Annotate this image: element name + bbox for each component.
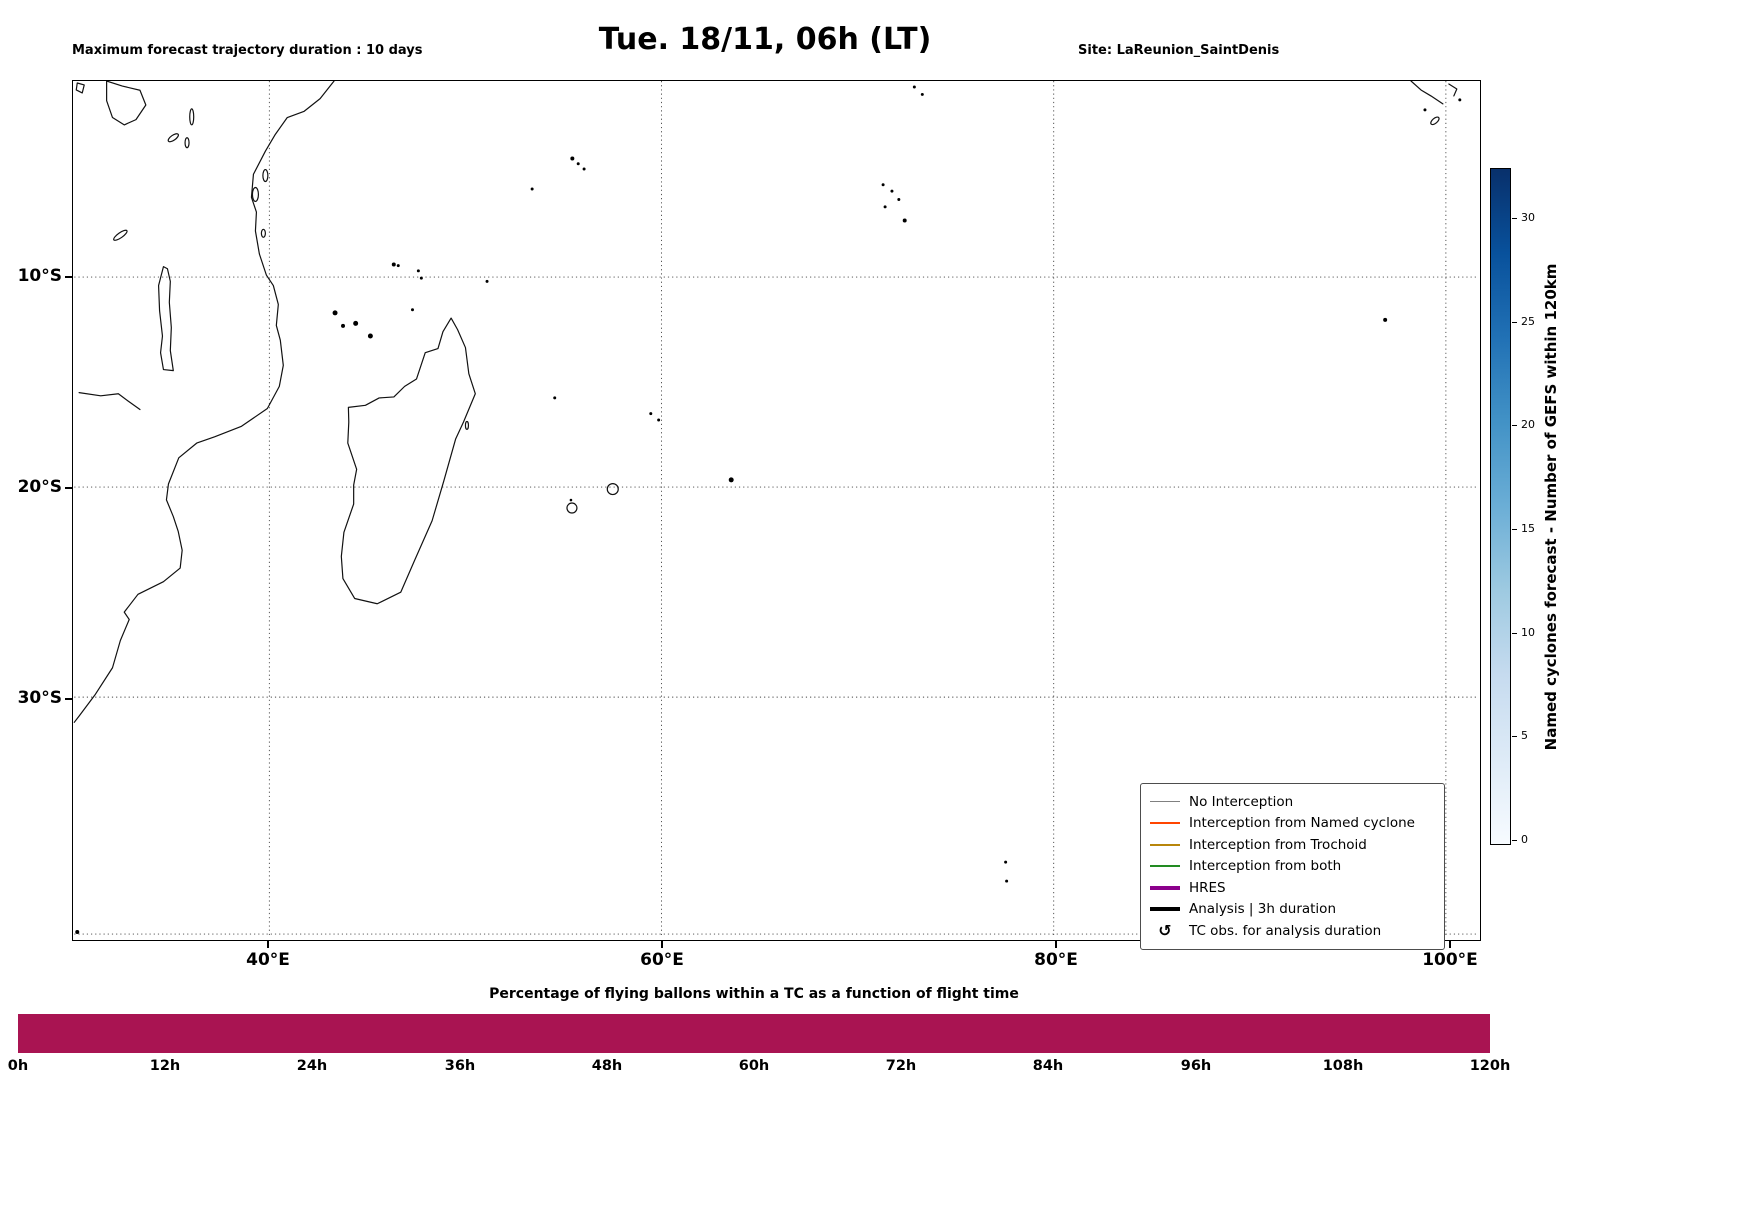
colorbar-tick-20: 20 [1521,418,1535,431]
lake-manyara [184,137,190,149]
colorbar-tick-mark [1512,840,1517,842]
flight-strip-bar [18,1014,1490,1053]
grid-lines [74,81,1477,938]
legend-item-trochoid: Interception from Trochoid [1150,834,1434,856]
ytick-mark [65,276,72,278]
xtick-60e: 60°E [640,950,684,970]
hres-line-sample [1150,885,1180,890]
xtick-mark [661,941,663,948]
no-interception-line-sample [1150,801,1180,803]
strip-tick-108h: 108h [1322,1058,1364,1074]
ytick-mark [65,487,72,489]
xtick-100e: 100°E [1422,950,1478,970]
legend-item-both: Interception from both [1150,856,1434,878]
lake-rukwa [113,229,128,241]
map-legend: No Interception Interception from Named … [1140,783,1445,950]
lake-natron [189,108,195,126]
colorbar-tick-30: 30 [1521,211,1535,224]
pemba-island [262,168,269,183]
sumatra-island-fragment [1448,83,1458,97]
legend-item-tc-obs: ↺ TC obs. for analysis duration [1150,920,1434,942]
ytick-20s: 20°S [17,477,62,497]
strip-tick-0h: 0h [7,1058,29,1074]
lake-eyasi [167,133,180,143]
xtick-40e: 40°E [246,950,290,970]
named-cyclone-line-sample [1150,822,1180,825]
max-duration-text: Maximum forecast trajectory duration : 1… [72,43,423,58]
mafia-island [260,228,266,238]
analysis-line-sample [1150,907,1180,912]
coastline-madagascar [340,317,476,605]
xtick-mark [1449,941,1451,948]
colorbar-tick-15: 15 [1521,522,1535,535]
small-lake-edward [75,82,85,94]
strip-tick-12h: 12h [149,1058,181,1074]
coastline-africa [73,81,335,723]
legend-item-no-interception: No Interception [1150,791,1434,813]
ytick-10s: 10°S [17,266,62,286]
ytick-mark [65,698,72,700]
strip-tick-36h: 36h [444,1058,476,1074]
colorbar-tick-mark [1512,529,1517,531]
figure-title: Tue. 18/11, 06h (LT) [598,22,932,57]
colorbar-tick-0: 0 [1521,833,1528,846]
xtick-mark [1055,941,1057,948]
rotate-arrow-icon: ↺ [1158,920,1172,940]
colorbar-tick-mark [1512,633,1517,635]
site-text: Site: LaReunion_SaintDenis [1078,43,1280,58]
both-line-sample [1150,865,1180,868]
map-svg [73,81,1477,938]
flight-chart-title: Percentage of flying ballons within a TC… [489,986,1019,1002]
strip-tick-72h: 72h [885,1058,917,1074]
ytick-30s: 30°S [17,688,62,708]
sumatra-coast [1410,81,1444,105]
siberut-island [1430,116,1440,126]
mauritius-island [606,483,619,496]
lake-victoria-outline [106,81,147,126]
strip-tick-24h: 24h [296,1058,328,1074]
strip-tick-60h: 60h [738,1058,770,1074]
strip-tick-84h: 84h [1032,1058,1064,1074]
colorbar-tick-mark [1512,736,1517,738]
zanzibar-island [251,186,260,203]
colorbar-tick-10: 10 [1521,626,1535,639]
xtick-mark [267,941,269,948]
colorbar-tick-mark [1512,322,1517,324]
colorbar-tick-5: 5 [1521,729,1528,742]
colorbar-tick-mark [1512,425,1517,427]
zambezi-river-line [78,392,141,411]
colorbar: 30 25 20 15 10 5 0 [1490,168,1610,848]
colorbar-axis-label: Named cyclones forecast - Number of GEFS… [1542,263,1560,751]
xtick-80e: 80°E [1034,950,1078,970]
lake-malawi-outline [157,266,174,372]
colorbar-tick-mark [1512,218,1517,220]
reunion-island [566,502,578,514]
legend-item-analysis: Analysis | 3h duration [1150,899,1434,921]
strip-tick-48h: 48h [591,1058,623,1074]
trochoid-line-sample [1150,843,1180,846]
legend-item-hres: HRES [1150,877,1434,899]
strip-tick-96h: 96h [1180,1058,1212,1074]
strip-tick-120h: 120h [1469,1058,1511,1074]
small-island-dots [75,85,1462,935]
colorbar-gradient [1490,168,1511,845]
sainte-marie-island [464,420,470,430]
colorbar-tick-25: 25 [1521,315,1535,328]
legend-item-named-cyclone: Interception from Named cyclone [1150,813,1434,835]
